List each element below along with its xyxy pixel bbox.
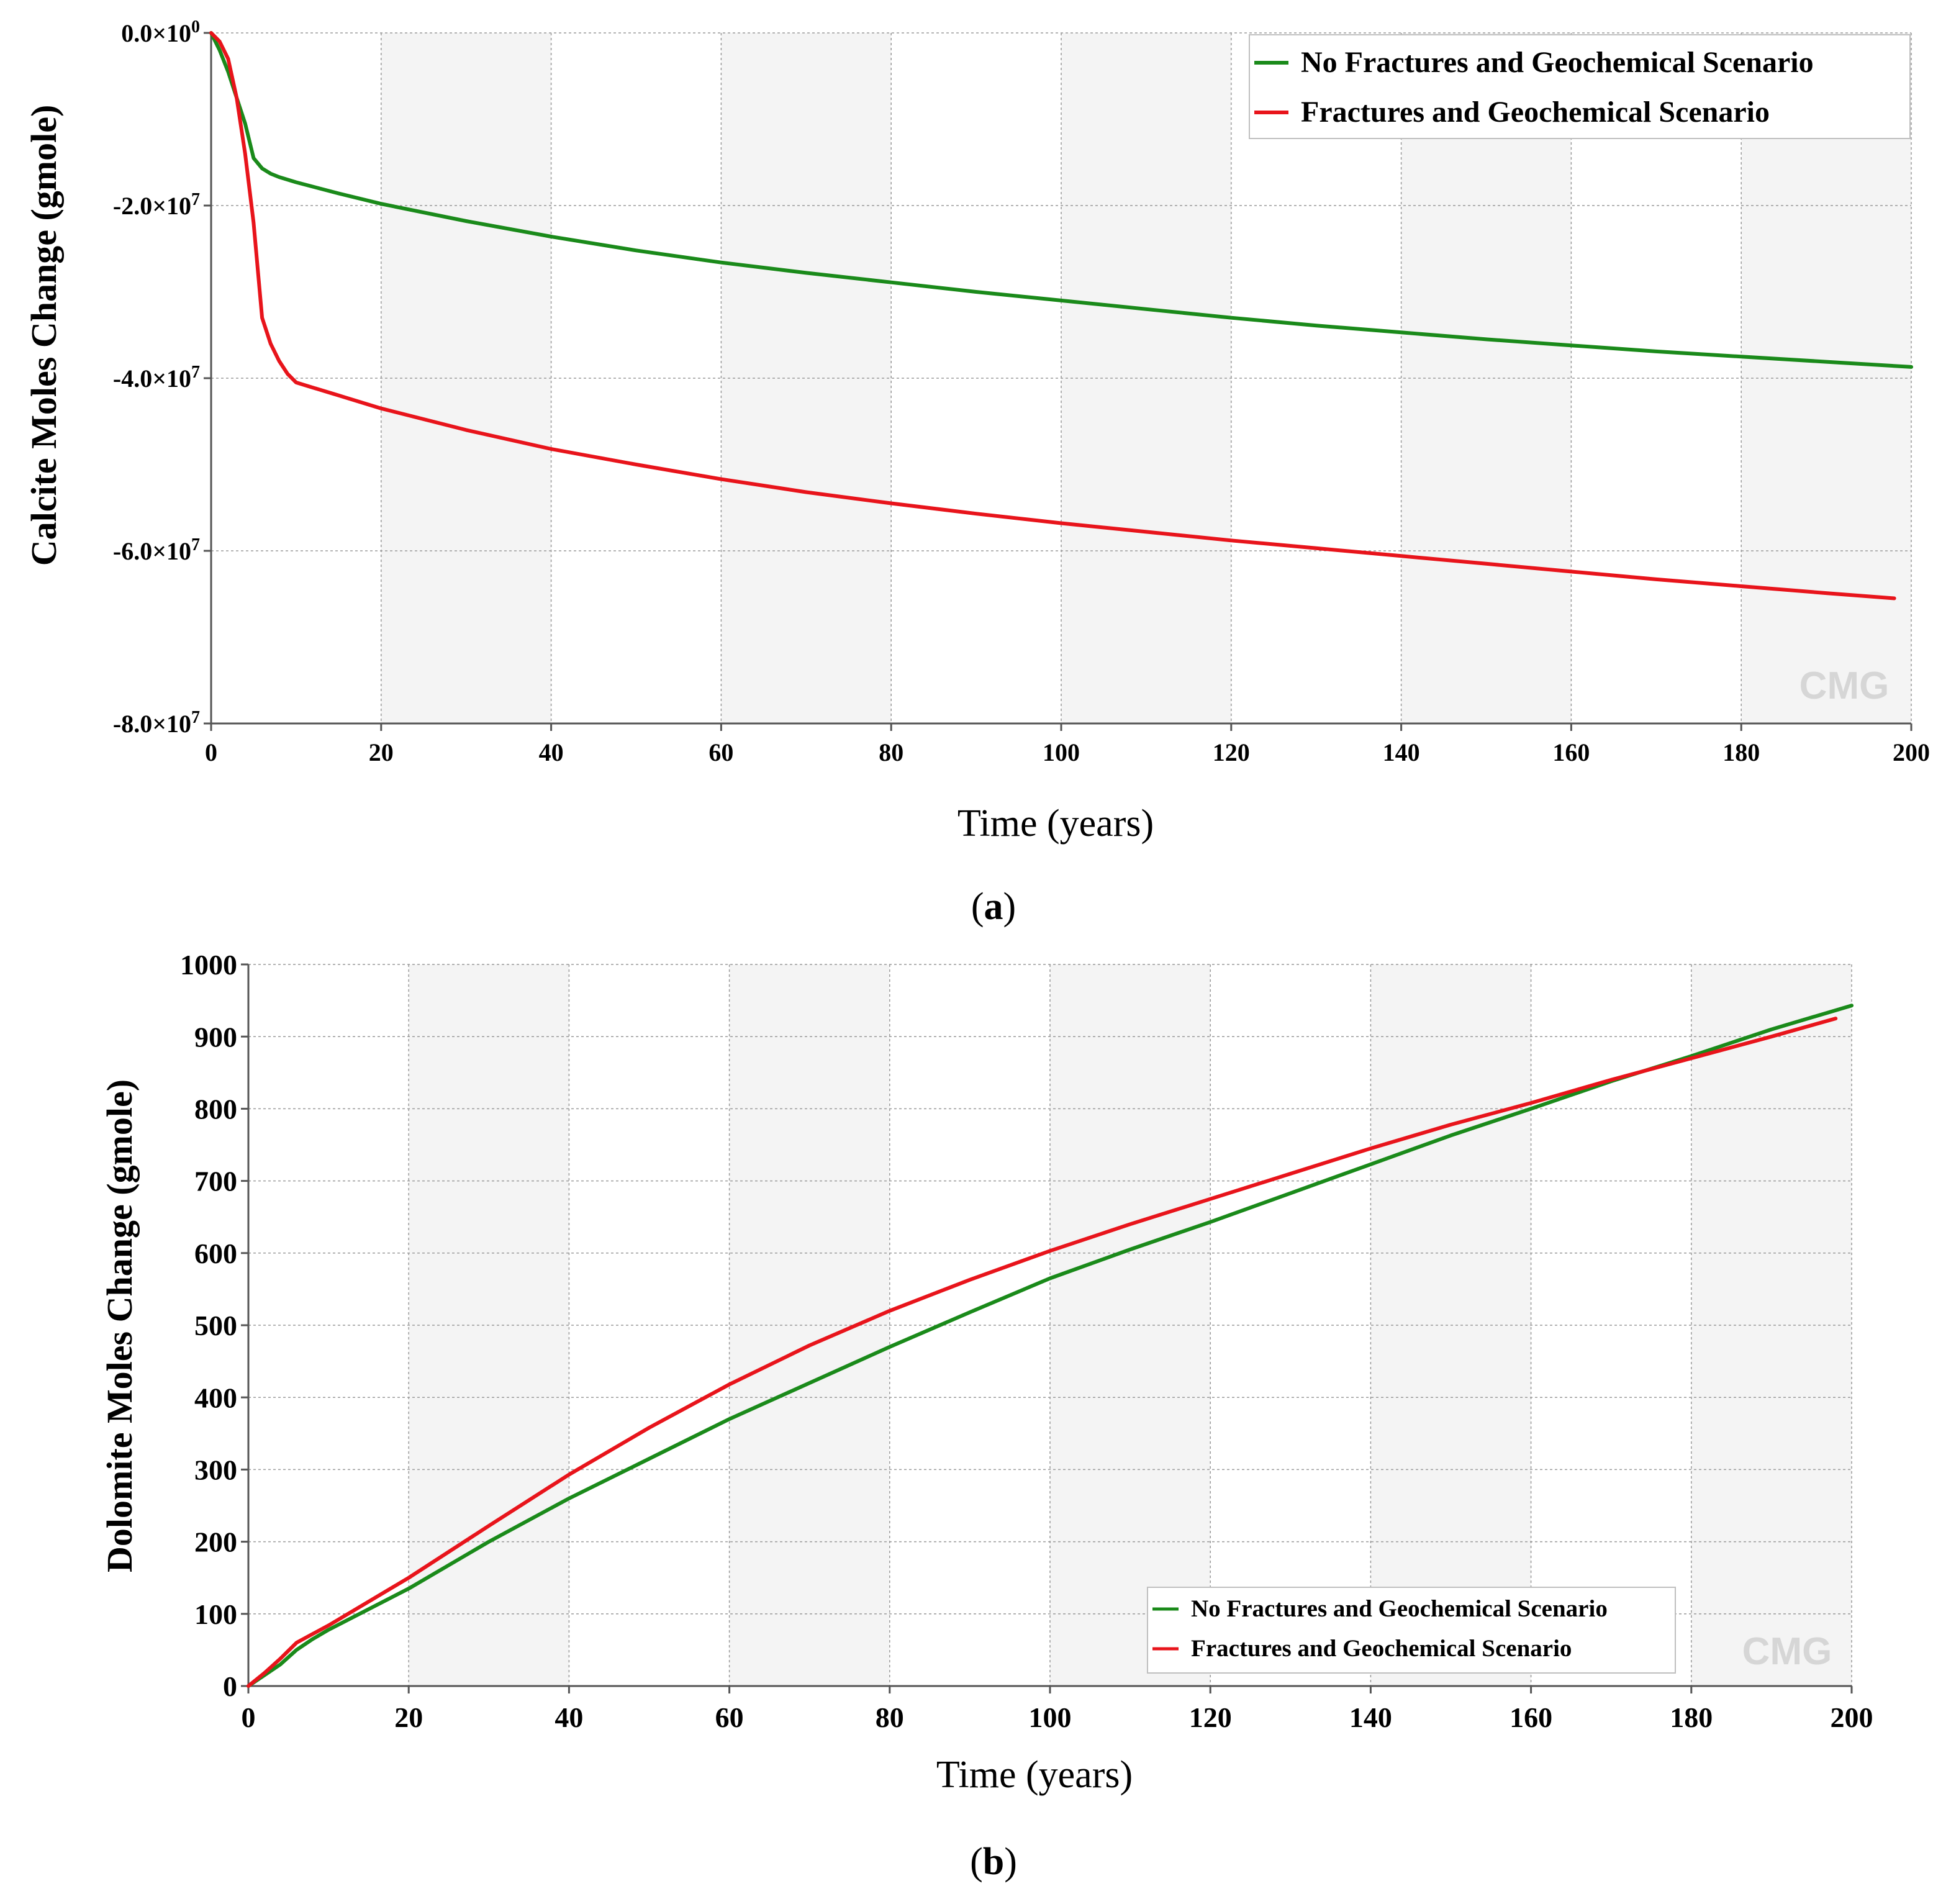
panel-caption-b: (b) (970, 1841, 1017, 1883)
y-tick-label: 700 (194, 1166, 237, 1197)
y-tick-label: 600 (194, 1238, 237, 1269)
x-tick-label: 160 (1510, 1702, 1552, 1733)
legend-label-fractures: Fractures and Geochemical Scenario (1301, 96, 1770, 129)
cmg-watermark: CMG (1799, 664, 1890, 707)
y-tick-label: 300 (194, 1454, 237, 1486)
legend: No Fractures and Geochemical Scenario Fr… (1249, 34, 1911, 139)
x-tick-label: 0 (242, 1702, 256, 1733)
x-tick-label: 20 (369, 738, 394, 766)
y-tick-label: 200 (194, 1526, 237, 1558)
x-tick-label: 160 (1552, 738, 1590, 766)
x-tick-label: 20 (394, 1702, 423, 1733)
x-tick-label: 100 (1029, 1702, 1072, 1733)
x-tick-label: 40 (539, 738, 564, 766)
y-tick-label: -8.0×107 (113, 708, 200, 738)
x-tick-label: 60 (708, 738, 733, 766)
legend-label-fractures: Fractures and Geochemical Scenario (1191, 1635, 1572, 1662)
x-tick-label: 100 (1043, 738, 1080, 766)
x-axis-title: Time (years) (957, 802, 1154, 845)
y-tick-label: 500 (194, 1310, 237, 1341)
y-tick-label: 0 (223, 1671, 237, 1702)
x-tick-label: 140 (1349, 1702, 1392, 1733)
plot-band (721, 33, 892, 723)
panel-label-a: a (984, 886, 1003, 928)
x-tick-label: 140 (1383, 738, 1420, 766)
y-tick-label: 900 (194, 1021, 237, 1053)
panel-label-b: b (983, 1841, 1004, 1883)
series-line-no-fractures (247, 1004, 1854, 1688)
x-tick-label: 200 (1893, 738, 1930, 766)
x-tick-label: 80 (876, 1702, 904, 1733)
panel-caption-a: (a) (971, 886, 1016, 928)
series-line-fractures (247, 1017, 1838, 1688)
y-axis-title: Calcite Moles Change (gmole) (24, 105, 64, 566)
legend-label-no-fractures: No Fractures and Geochemical Scenario (1191, 1595, 1608, 1622)
y-tick-label: -6.0×107 (113, 535, 200, 566)
y-tick-label: 0.0×100 (121, 17, 200, 48)
y-axis-title: Dolomite Moles Change (gmole) (99, 1079, 140, 1572)
chart-panel-a: 0.0×100-2.0×107-4.0×107-6.0×107-8.0×107 … (24, 17, 1930, 928)
cmg-watermark: CMG (1742, 1630, 1832, 1673)
x-tick-label: 180 (1722, 738, 1760, 766)
legend-box (1249, 34, 1911, 139)
y-tick-label: 1000 (180, 949, 237, 981)
x-tick-label: 200 (1831, 1702, 1873, 1733)
series-line-fractures (209, 31, 1896, 601)
legend: No Fractures and Geochemical Scenario Fr… (1147, 1587, 1676, 1674)
x-tick-label: 120 (1189, 1702, 1232, 1733)
plot-band (551, 33, 722, 723)
x-tick-label: 40 (555, 1702, 583, 1733)
y-tick-label: -4.0×107 (113, 363, 200, 393)
chart-panel-b: 0 100 200 300 400 500 600 700 800 900 1000 0 20 40 60… (99, 949, 1873, 1883)
x-tick-label: 0 (205, 738, 217, 766)
legend-box (1147, 1587, 1676, 1674)
x-tick-label: 60 (715, 1702, 744, 1733)
series-line-no-fractures (209, 31, 1913, 369)
x-tick-label: 180 (1670, 1702, 1713, 1733)
y-tick-label: 800 (194, 1094, 237, 1125)
y-tick-label: 100 (194, 1598, 237, 1630)
y-tick-label: 400 (194, 1382, 237, 1413)
y-tick-label: -2.0×107 (113, 190, 200, 220)
x-tick-label: 120 (1213, 738, 1250, 766)
legend-label-no-fractures: No Fractures and Geochemical Scenario (1301, 46, 1814, 79)
x-tick-label: 80 (879, 738, 903, 766)
x-axis-title: Time (years) (936, 1754, 1133, 1796)
